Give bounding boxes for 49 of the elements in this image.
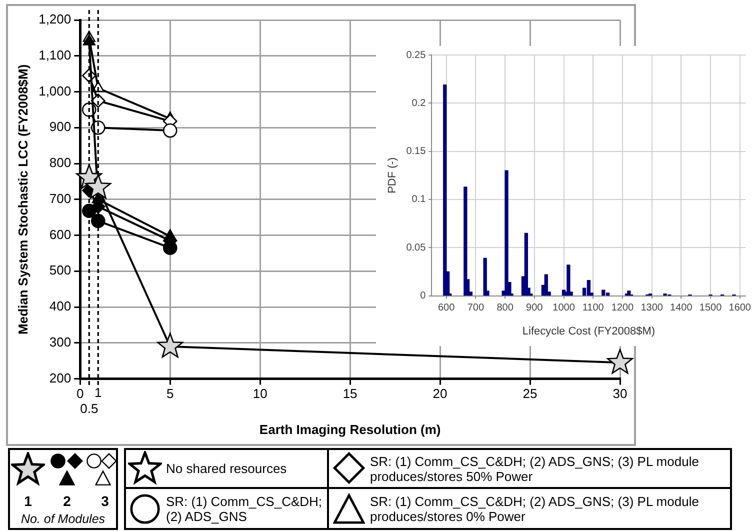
text: 1 [24, 492, 32, 508]
y-tick-label: 0.1 [412, 194, 426, 206]
y-tick-label: 0.15 [406, 146, 426, 158]
x-tick-label: 600 [438, 302, 456, 314]
y-tick-label: 1,000 [38, 83, 72, 98]
x-tick-label: 20 [432, 386, 448, 402]
y-tick-label: 0.2 [412, 98, 426, 109]
x-tick-label: 900 [526, 302, 544, 314]
x-tick-label: 5 [166, 386, 174, 402]
y-tick-label: 400 [49, 298, 72, 314]
x-tick-label: 1200 [611, 302, 634, 314]
text: SR: (1) Comm_CS_C&DH; (2) ADS_GNS; (3) PL module produces/stores 0% Power [370, 494, 700, 524]
x-tick-label: 700 [467, 302, 484, 314]
text: 2 [63, 492, 71, 508]
y-tick-label: 0 [420, 290, 426, 302]
x-tick-label: 15 [342, 386, 358, 402]
x-tick-label: 25 [522, 386, 538, 402]
text: SR: (1) Comm_CS_C&DH; (2) ADS_GNS [166, 494, 324, 524]
y-tick-label: 300 [49, 334, 72, 350]
x-tick-label: 10 [252, 386, 268, 402]
x-tick-label: 1100 [582, 302, 604, 314]
y-tick-label: 0.05 [406, 242, 426, 254]
x-tick-label: 1000 [552, 302, 576, 314]
ref-line-label: 0.5 [80, 400, 98, 416]
x-tick-label: 1600 [728, 302, 752, 314]
y-tick-label: 700 [49, 190, 72, 206]
x-axis-title: Earth Imaging Resolution (m) [259, 422, 441, 437]
x-axis-title: Lifecycle Cost (FY2008$M) [522, 325, 656, 338]
x-tick-label: 1300 [640, 302, 664, 314]
text: SR: (1) Comm_CS_C&DH; (2) ADS_GNS; (3) PL module produces/stores 50% Power [370, 454, 700, 484]
y-tick-label: 600 [49, 226, 72, 242]
text: 3 [101, 492, 109, 508]
x-tick-label: 800 [496, 302, 514, 314]
y-tick-label: 900 [49, 119, 72, 134]
y-tick-label: 0.25 [406, 50, 426, 61]
text: No shared resources [166, 461, 287, 476]
y-axis-title: PDF (-) [386, 157, 399, 194]
x-tick-label: 30 [612, 386, 628, 402]
x-tick-label: 1500 [699, 302, 722, 314]
x-tick-label: 1400 [670, 302, 693, 314]
x-tick-label: 0 [76, 386, 84, 402]
y-tick-label: 500 [49, 262, 72, 278]
y-tick-label: 1,100 [38, 47, 72, 62]
y-tick-label: 1,200 [38, 12, 72, 27]
y-tick-label: 800 [49, 155, 72, 170]
text: No. of Modules [20, 512, 106, 526]
ref-line-label: 1 [94, 384, 102, 400]
y-tick-label: 200 [49, 370, 72, 386]
y-axis-title: Median System Stochastic LCC (FY2008$M) [15, 64, 30, 334]
